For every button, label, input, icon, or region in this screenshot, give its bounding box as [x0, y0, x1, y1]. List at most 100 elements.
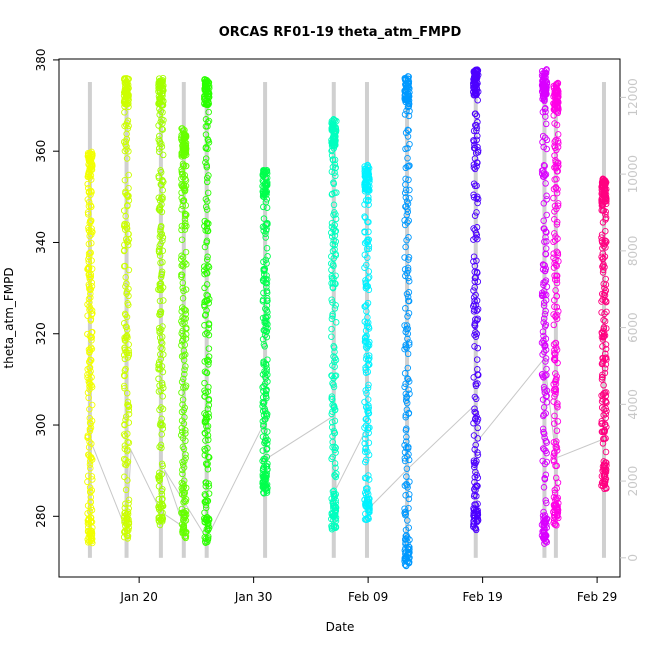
- data-point: [551, 378, 559, 386]
- data-point: [261, 266, 268, 274]
- data-point: [178, 273, 185, 281]
- data-point: [540, 484, 548, 491]
- data-point: [159, 247, 167, 255]
- data-point: [470, 258, 477, 265]
- data-point: [550, 387, 558, 394]
- data-point: [405, 297, 413, 305]
- data-point: [361, 335, 369, 342]
- data-point: [263, 365, 271, 373]
- data-point: [362, 283, 370, 290]
- data-point: [474, 96, 481, 104]
- data-point: [402, 243, 409, 251]
- data-point: [124, 79, 131, 86]
- data-point: [262, 185, 269, 192]
- data-point: [473, 209, 480, 216]
- data-point: [473, 81, 480, 89]
- data-point: [158, 422, 165, 429]
- data-point: [121, 262, 129, 270]
- data-point: [179, 202, 186, 210]
- data-point: [204, 517, 211, 525]
- data-point: [179, 443, 187, 451]
- data-point: [124, 125, 131, 132]
- plot-frame: [58, 58, 621, 578]
- data-point: [263, 412, 271, 420]
- data-point: [542, 346, 550, 354]
- data-point: [178, 226, 185, 234]
- data-point: [538, 292, 546, 299]
- data-point: [598, 420, 605, 428]
- data-point: [364, 417, 372, 425]
- data-point: [202, 501, 210, 509]
- data-point: [553, 522, 560, 529]
- data-point: [125, 410, 133, 418]
- data-point: [332, 211, 339, 218]
- data-point: [201, 263, 208, 270]
- data-point: [541, 238, 548, 245]
- data-point: [263, 297, 271, 304]
- data-point: [474, 149, 482, 156]
- data-point: [263, 446, 270, 453]
- data-point: [159, 120, 166, 127]
- data-point: [603, 308, 610, 316]
- data-point: [123, 461, 130, 469]
- data-point: [260, 227, 267, 235]
- data-point: [552, 504, 560, 511]
- data-point: [179, 470, 186, 478]
- y2-tick-label: 0: [626, 554, 640, 562]
- data-point: [541, 372, 549, 379]
- data-point: [542, 358, 549, 365]
- data-point: [540, 508, 547, 516]
- data-point: [401, 449, 409, 456]
- data-point: [602, 341, 610, 348]
- data-point: [204, 427, 211, 434]
- data-point: [159, 405, 167, 413]
- data-point: [550, 456, 557, 464]
- data-point: [179, 396, 187, 403]
- data-point: [601, 354, 609, 362]
- data-point: [86, 484, 94, 491]
- y-tick-label: 380: [34, 48, 48, 71]
- data-point: [159, 151, 167, 159]
- data-point: [554, 202, 562, 210]
- data-point: [84, 527, 92, 535]
- data-point: [402, 272, 409, 280]
- data-point: [470, 89, 477, 96]
- data-point: [552, 313, 559, 321]
- data-point: [202, 539, 209, 546]
- y2-tick-label: 4000: [626, 389, 640, 420]
- data-point: [402, 181, 409, 188]
- data-point: [329, 312, 336, 320]
- data-point: [178, 236, 186, 243]
- data-point: [159, 89, 166, 97]
- data-point: [365, 218, 372, 226]
- data-point: [204, 227, 212, 235]
- data-point: [204, 356, 212, 364]
- data-point: [365, 361, 373, 368]
- data-point: [123, 389, 131, 397]
- data-point: [551, 357, 559, 364]
- data-point: [124, 91, 131, 99]
- data-point: [543, 392, 550, 400]
- data-point: [328, 273, 336, 280]
- data-point: [472, 333, 480, 340]
- data-point: [541, 97, 548, 105]
- y-tick-label: 300: [34, 414, 48, 437]
- data-point: [124, 401, 131, 409]
- data-point: [205, 137, 212, 144]
- data-point: [155, 145, 163, 152]
- data-point: [402, 328, 409, 336]
- data-point: [470, 492, 478, 500]
- data-point: [329, 284, 337, 292]
- data-point: [404, 96, 412, 103]
- data-point: [202, 389, 209, 396]
- data-point: [123, 280, 130, 287]
- data-point: [540, 404, 548, 411]
- data-point: [402, 492, 409, 499]
- data-point: [472, 395, 480, 403]
- data-point: [262, 375, 270, 382]
- data-point: [205, 345, 213, 352]
- data-point: [180, 480, 187, 488]
- data-point: [264, 378, 271, 385]
- data-point: [330, 237, 337, 244]
- data-point: [87, 493, 95, 501]
